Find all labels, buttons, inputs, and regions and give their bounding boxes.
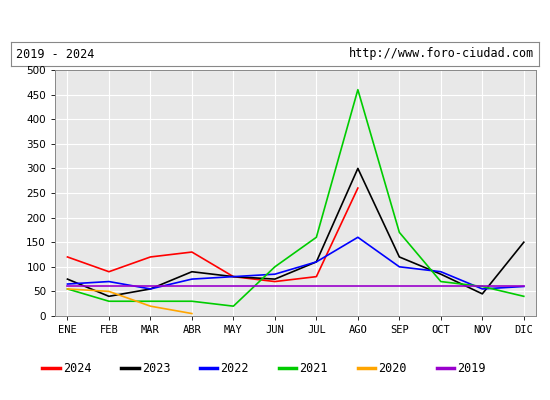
Text: 2024: 2024 <box>63 362 91 374</box>
Text: 2019: 2019 <box>457 362 486 374</box>
Text: Evolucion Nº Turistas Nacionales en el municipio de Pozalmuro: Evolucion Nº Turistas Nacionales en el m… <box>20 14 530 28</box>
Text: 2019 - 2024: 2019 - 2024 <box>16 48 95 60</box>
Text: 2020: 2020 <box>378 362 407 374</box>
Text: http://www.foro-ciudad.com: http://www.foro-ciudad.com <box>349 48 534 60</box>
Text: 2023: 2023 <box>142 362 170 374</box>
Text: 2022: 2022 <box>221 362 249 374</box>
Text: 2021: 2021 <box>299 362 328 374</box>
